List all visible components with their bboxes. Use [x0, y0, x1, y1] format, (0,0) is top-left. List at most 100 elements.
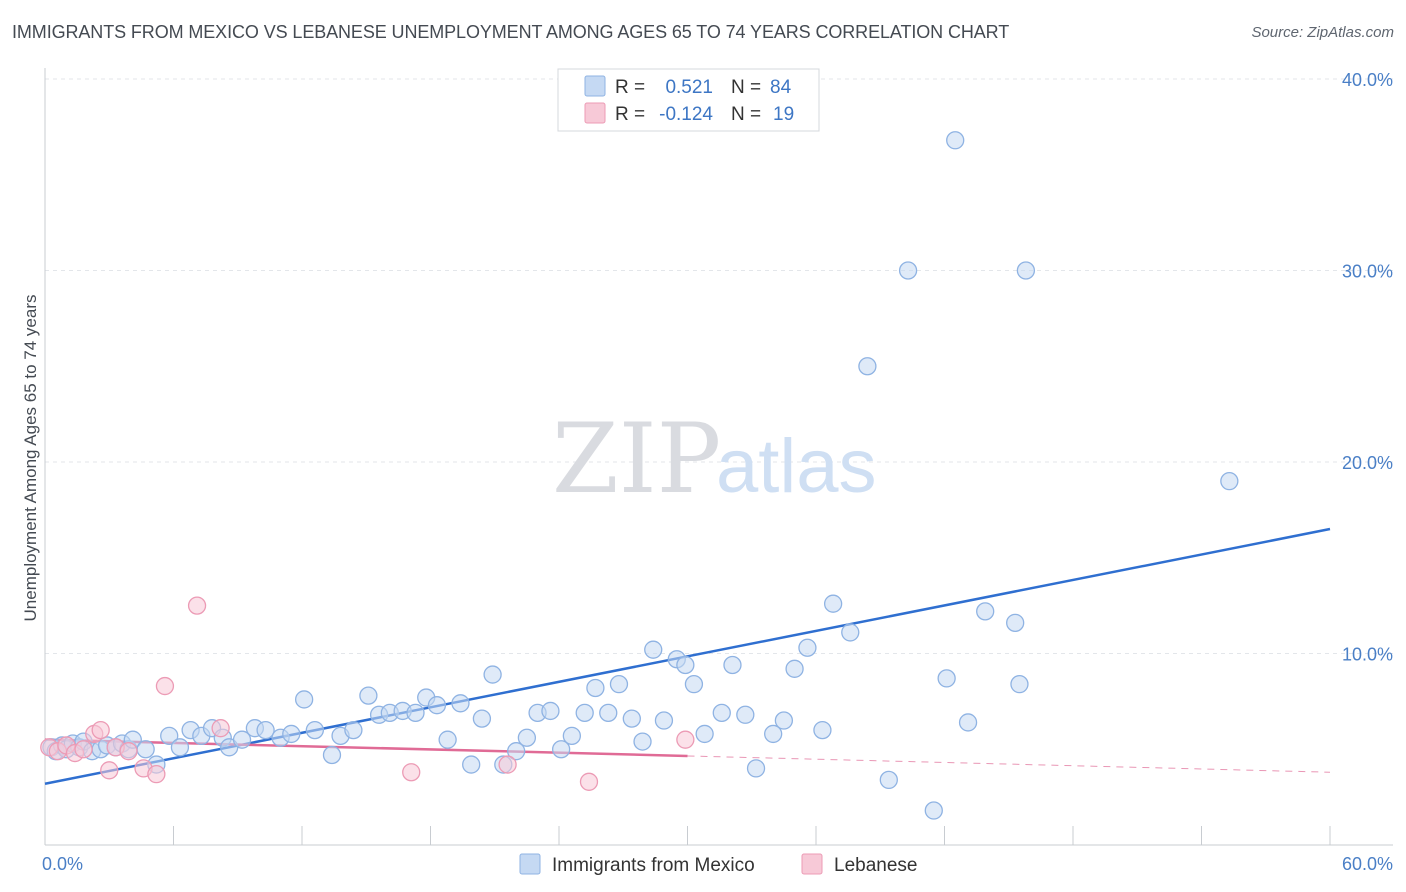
- bottom-legend-swatch-mexico: [519, 853, 541, 875]
- data-point-lebanese: [579, 772, 599, 791]
- data-point-mexico: [723, 655, 742, 675]
- x-tick-label-max: 60.0%: [1342, 854, 1393, 874]
- data-point-mexico: [946, 131, 965, 150]
- data-point-lebanese: [100, 761, 119, 780]
- legend-n-value-mexico: 84: [770, 77, 792, 98]
- y-tick-label: 30.0%: [1342, 262, 1393, 282]
- data-point-mexico: [462, 755, 481, 774]
- bottom-legend-label-lebanese: Lebanese: [834, 855, 917, 876]
- data-point-mexico: [798, 638, 817, 657]
- data-point-mexico: [562, 726, 581, 745]
- legend-r-label-lebanese: R =: [615, 104, 645, 125]
- data-point-mexico: [170, 738, 190, 757]
- data-point-mexico: [541, 701, 560, 721]
- data-point-mexico: [1006, 613, 1025, 633]
- data-point-mexico: [898, 261, 918, 280]
- data-point-mexico: [472, 709, 492, 728]
- y-tick-label: 10.0%: [1342, 645, 1393, 665]
- data-point-lebanese: [402, 763, 421, 782]
- data-point-mexico: [232, 730, 252, 749]
- data-point-mexico: [282, 724, 301, 744]
- legend-n-value-lebanese: 19: [773, 104, 794, 125]
- data-point-lebanese: [91, 720, 110, 740]
- data-point-lebanese: [211, 719, 230, 738]
- data-point-mexico: [1016, 261, 1036, 280]
- data-point-mexico: [622, 709, 641, 728]
- data-point-mexico: [438, 730, 457, 749]
- watermark: ZIP atlas: [552, 403, 877, 515]
- legend-n-label-mexico: N =: [731, 77, 761, 98]
- data-point-mexico: [136, 740, 155, 759]
- data-points: [40, 131, 1239, 820]
- chart-title: IMMIGRANTS FROM MEXICO VS LEBANESE UNEMP…: [12, 22, 1010, 42]
- data-point-mexico: [406, 703, 425, 723]
- data-point-mexico: [586, 678, 605, 698]
- data-point-mexico: [256, 720, 275, 740]
- data-point-mexico: [654, 711, 674, 730]
- data-point-lebanese: [155, 676, 175, 696]
- bottom-legend-swatch-lebanese: [801, 853, 823, 875]
- data-point-mexico: [344, 720, 363, 740]
- data-point-mexico: [517, 728, 537, 747]
- data-point-lebanese: [498, 755, 517, 774]
- data-point-mexico: [451, 694, 470, 713]
- legend-r-value-lebanese: -0.124: [659, 104, 713, 125]
- data-point-lebanese: [676, 730, 695, 749]
- data-point-mexico: [676, 655, 695, 675]
- data-point-mexico: [841, 623, 860, 642]
- data-point-mexico: [712, 703, 731, 723]
- data-point-lebanese: [119, 742, 138, 761]
- bottom-legend: Immigrants from Mexico Lebanese: [519, 853, 917, 876]
- y-axis-title: Unemployment Among Ages 65 to 74 years: [21, 295, 40, 622]
- data-point-mexico: [359, 686, 378, 705]
- watermark-zip: ZIP: [552, 403, 721, 515]
- data-point-mexico: [575, 703, 594, 723]
- data-point-mexico: [1010, 674, 1029, 694]
- data-point-mexico: [736, 705, 755, 724]
- data-point-lebanese: [187, 596, 207, 615]
- data-point-mexico: [599, 703, 618, 723]
- trend-line-lebanese: [44, 738, 688, 758]
- legend-swatch-mexico: [584, 75, 606, 97]
- data-point-mexico: [858, 357, 877, 376]
- data-point-mexico: [322, 745, 342, 765]
- data-point-mexico: [958, 713, 978, 732]
- data-point-mexico: [764, 724, 783, 744]
- data-point-mexico: [785, 659, 804, 678]
- data-point-mexico: [937, 669, 956, 688]
- y-tick-label: 20.0%: [1342, 453, 1393, 473]
- legend-r-value-mexico: 0.521: [665, 77, 713, 98]
- data-point-mexico: [160, 726, 179, 745]
- gridlines: 10.0% 20.0% 30.0% 40.0%: [45, 70, 1393, 665]
- data-point-mexico: [823, 594, 843, 613]
- legend-n-label-lebanese: N =: [731, 104, 761, 125]
- data-point-mexico: [976, 602, 995, 621]
- data-point-lebanese: [147, 764, 166, 784]
- data-point-mexico: [483, 665, 502, 684]
- data-point-mexico: [879, 770, 898, 790]
- data-point-mexico: [633, 732, 652, 751]
- watermark-atlas: atlas: [716, 424, 877, 509]
- data-point-mexico: [746, 759, 766, 778]
- data-point-mexico: [813, 720, 832, 740]
- legend-swatch-lebanese: [584, 102, 606, 124]
- data-point-mexico: [305, 720, 325, 740]
- data-point-mexico: [774, 711, 794, 730]
- y-tick-label: 40.0%: [1342, 70, 1393, 90]
- legend-r-label-mexico: R =: [615, 77, 645, 98]
- x-tick-label-min: 0.0%: [42, 854, 83, 874]
- data-point-mexico: [294, 690, 314, 709]
- data-point-mexico: [551, 740, 571, 759]
- trend-line-extension-lebanese: [687, 755, 1331, 773]
- data-point-mexico: [427, 696, 447, 715]
- data-point-mexico: [609, 674, 629, 694]
- data-point-mexico: [695, 724, 714, 744]
- data-point-mexico: [507, 742, 526, 761]
- data-point-mexico: [644, 640, 663, 659]
- axes: 0.0% 60.0%: [42, 68, 1393, 874]
- data-point-lebanese: [74, 740, 93, 759]
- legend: R = 0.521 N = 84 R = -0.124 N = 19: [557, 68, 820, 132]
- chart-source: Source: ZipAtlas.com: [1251, 24, 1394, 41]
- data-point-mexico: [684, 674, 704, 694]
